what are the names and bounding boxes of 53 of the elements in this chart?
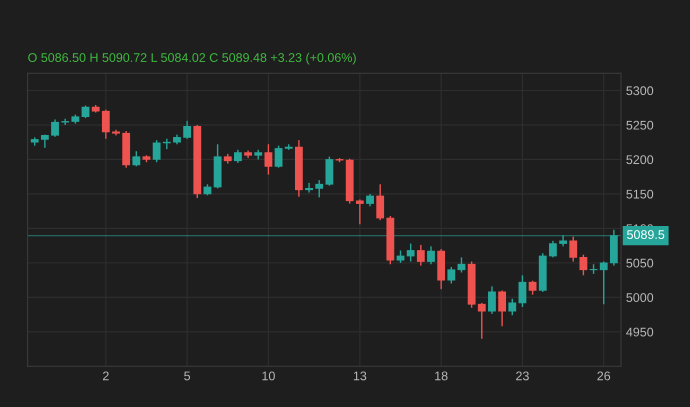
y-tick-label: 5050 [626,258,654,268]
candlestick [396,250,404,264]
x-tick-label: 10 [262,371,275,380]
candlestick [40,134,49,148]
candlestick [274,144,282,168]
candlestick [580,254,588,276]
candlestick [204,184,212,196]
candlestick [102,109,110,140]
candlestick [366,193,374,208]
candlestick [569,236,578,262]
candlestick [183,120,192,140]
candlestick [498,290,506,328]
x-tick-label: 13 [354,371,366,380]
candlestick [82,104,90,119]
candlestick [315,179,324,198]
candlestick [254,149,262,160]
x-tick-label: 18 [435,371,448,380]
candlestick [406,242,415,262]
candlestick [427,246,435,265]
candlestick [549,240,557,258]
y-tick-label: 5150 [626,190,654,199]
y-tick-label: 5250 [626,120,654,130]
y-tick-label: 5300 [626,86,654,96]
candlestick [559,234,567,248]
candlestick [447,266,456,284]
candlestick [152,139,161,163]
candlestick [488,286,496,315]
candlestick [51,118,59,138]
candlestick [600,260,608,305]
y-tick-label: 5200 [626,155,654,164]
candlestick [376,184,384,221]
candlestick [305,182,313,194]
candlestick [264,144,272,176]
candlestick [458,256,466,274]
x-tick-label: 5 [184,372,190,380]
x-tick-label: 2 [102,371,109,380]
candlestick [416,244,425,266]
candlestick [224,153,232,164]
y-tick-label: 5000 [626,293,654,302]
candlestick [478,302,486,340]
ref-line-label: 5089.5 [627,230,664,239]
candlestick [132,150,140,168]
candlestick [508,298,516,316]
candlestick [518,274,526,308]
x-tick-label: 26 [597,371,610,380]
candlestick [528,280,537,296]
y-tick-label: 4950 [626,328,654,336]
candlestick [234,149,242,164]
candlestick [590,264,598,275]
text: O 5086.50 H 5090.72 L 5084.02 C 5089.48 +3.23 (+0.06%) [28,52,356,64]
candlestick [173,134,181,145]
x-tick-label: 23 [516,371,529,380]
candlestick [356,198,364,225]
